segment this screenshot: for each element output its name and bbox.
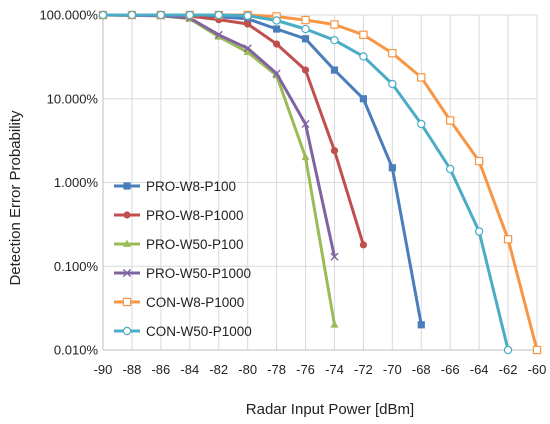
data-point [243,47,252,56]
x-tick-label: -70 [383,362,402,377]
legend-marker [123,239,131,247]
data-point [446,116,455,125]
data-point [301,66,310,74]
y-tick-label: 100.000% [39,8,98,23]
legend-item: CON-W50-P1000 [114,324,252,339]
x-tick-label: -72 [354,362,373,377]
x-tick-label: -84 [180,362,199,377]
data-point [214,10,223,20]
legend-item: PRO-W8-P1000 [114,208,244,223]
data-point [185,10,194,20]
data-point [156,10,166,20]
x-axis-title: Radar Input Power [dBm] [246,401,414,418]
data-point [503,235,513,244]
legend-label: PRO-W8-P1000 [146,208,244,223]
data-point [359,241,367,249]
data-point [388,79,397,89]
x-tick-label: -88 [123,362,142,377]
x-tick-label: -76 [296,362,315,377]
data-point [330,147,339,155]
y-tick-label: 0.100% [54,259,99,274]
legend-marker [122,297,132,307]
legend-item: PRO-W8-P100 [114,179,236,194]
data-point [474,227,484,236]
data-point [301,24,310,34]
legend-marker [122,326,132,336]
x-tick-label: -82 [209,362,228,377]
data-point [474,156,484,166]
x-tick-label: -74 [325,362,344,377]
y-tick-label: 0.010% [54,343,99,358]
data-point [272,69,281,78]
data-point [503,345,513,355]
legend-marker [123,182,131,190]
data-point [330,20,339,29]
data-point [359,30,368,40]
x-tick-label: -66 [441,362,460,377]
y-tick-label: 1.000% [54,175,99,190]
data-point [359,52,368,61]
legend-item: PRO-W50-P1000 [114,266,251,281]
axis-ticks: -90 -88 -86 -84 -82 -80 -78 -76 -74 -72 -70 -68 -66-… [39,8,546,378]
legend-label: CON-W8-P1000 [146,295,244,310]
data-point [330,66,339,74]
data-point [388,48,397,58]
data-point [417,321,425,329]
data-point [273,25,281,33]
series-lines [98,10,542,355]
data-point [127,10,137,20]
data-point [301,35,310,43]
data-point [301,152,310,161]
data-point [98,10,108,20]
grid [102,14,538,351]
data-point [243,44,252,53]
x-tick-label: -62 [499,362,518,377]
data-point [359,95,367,103]
y-tick-label: 10.000% [47,91,99,106]
data-point [532,345,542,355]
legend-label: PRO-W50-P1000 [146,266,251,281]
x-tick-label: -68 [412,362,431,377]
data-point [301,15,310,25]
legend-marker [122,268,132,278]
data-point [243,11,252,20]
x-tick-label: -80 [238,362,257,377]
data-point [330,320,339,328]
data-point [417,119,426,129]
x-tick-label: -90 [94,362,113,377]
legend-label: CON-W50-P1000 [146,324,252,339]
legend: PRO-W8-P100 PRO-W8-P1000 PRO-W50-P100 PRO-W… [114,179,252,339]
data-point [244,20,252,28]
legend-label: PRO-W50-P100 [146,237,244,252]
legend-marker [123,211,131,219]
data-point [214,30,223,39]
x-tick-label: -78 [267,362,286,377]
legend-item: PRO-W50-P100 [114,237,244,252]
data-point [301,119,310,129]
series-con-w50-p1000 [98,10,513,355]
data-point [388,164,396,172]
x-tick-label: -64 [470,362,489,377]
x-tick-label: -60 [528,362,547,377]
data-point [417,73,426,82]
data-point [330,252,339,261]
data-point [272,16,281,25]
data-point [446,164,455,174]
data-point [330,36,339,45]
data-point [273,40,281,48]
legend-label: PRO-W8-P100 [146,179,236,194]
y-axis-title: Detection Error Probability [7,110,24,286]
x-tick-label: -86 [151,362,170,377]
legend-item: CON-W8-P1000 [114,295,244,310]
